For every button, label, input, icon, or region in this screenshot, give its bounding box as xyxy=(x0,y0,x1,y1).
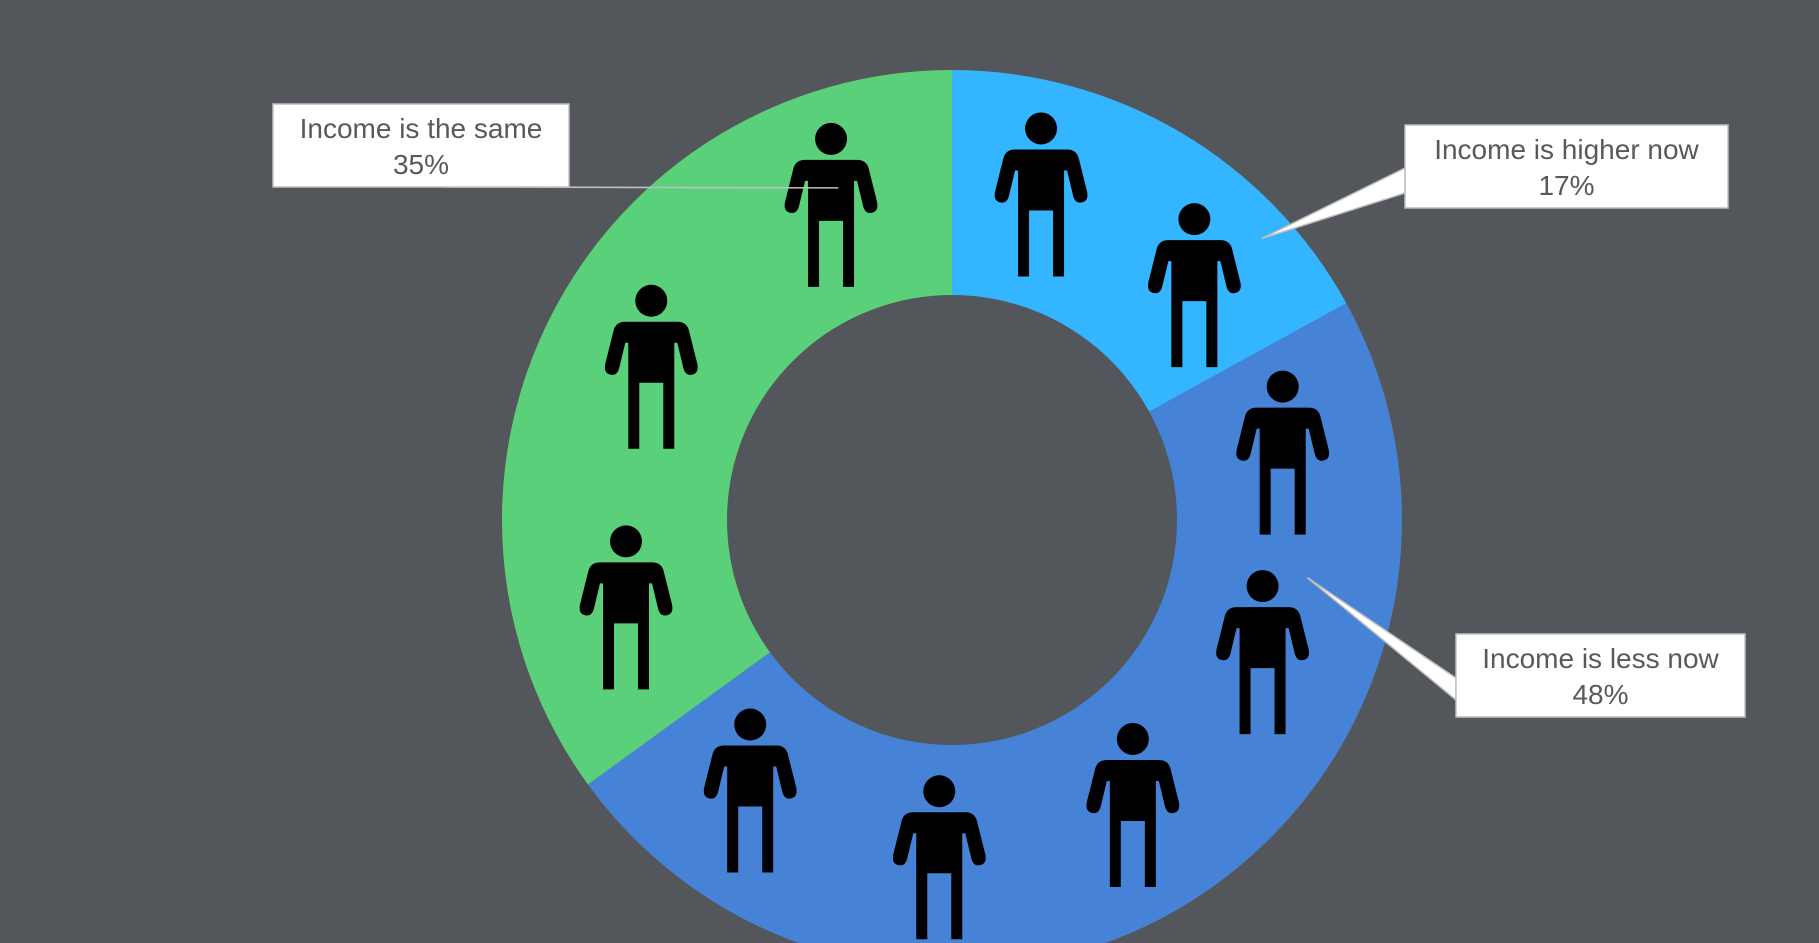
callout-income-is-higher-now: Income is higher now 17% xyxy=(1261,124,1729,240)
callout-income-is-the-same: Income is the same 35% xyxy=(272,103,839,189)
callout-income-is-less-now: Income is less now 48% xyxy=(1306,577,1746,718)
callout-box xyxy=(1404,124,1729,209)
slice-value-label: 48% xyxy=(1572,679,1628,710)
slice-label: Income is less now xyxy=(1482,643,1719,674)
slice-value-label: 35% xyxy=(393,149,449,180)
callout-pointer xyxy=(1261,166,1406,240)
slice-label: Income is the same xyxy=(300,113,543,144)
callout-box xyxy=(1455,633,1746,718)
slice-value-label: 17% xyxy=(1538,170,1594,201)
callout-box xyxy=(272,103,570,188)
slice-label: Income is higher now xyxy=(1434,134,1699,165)
